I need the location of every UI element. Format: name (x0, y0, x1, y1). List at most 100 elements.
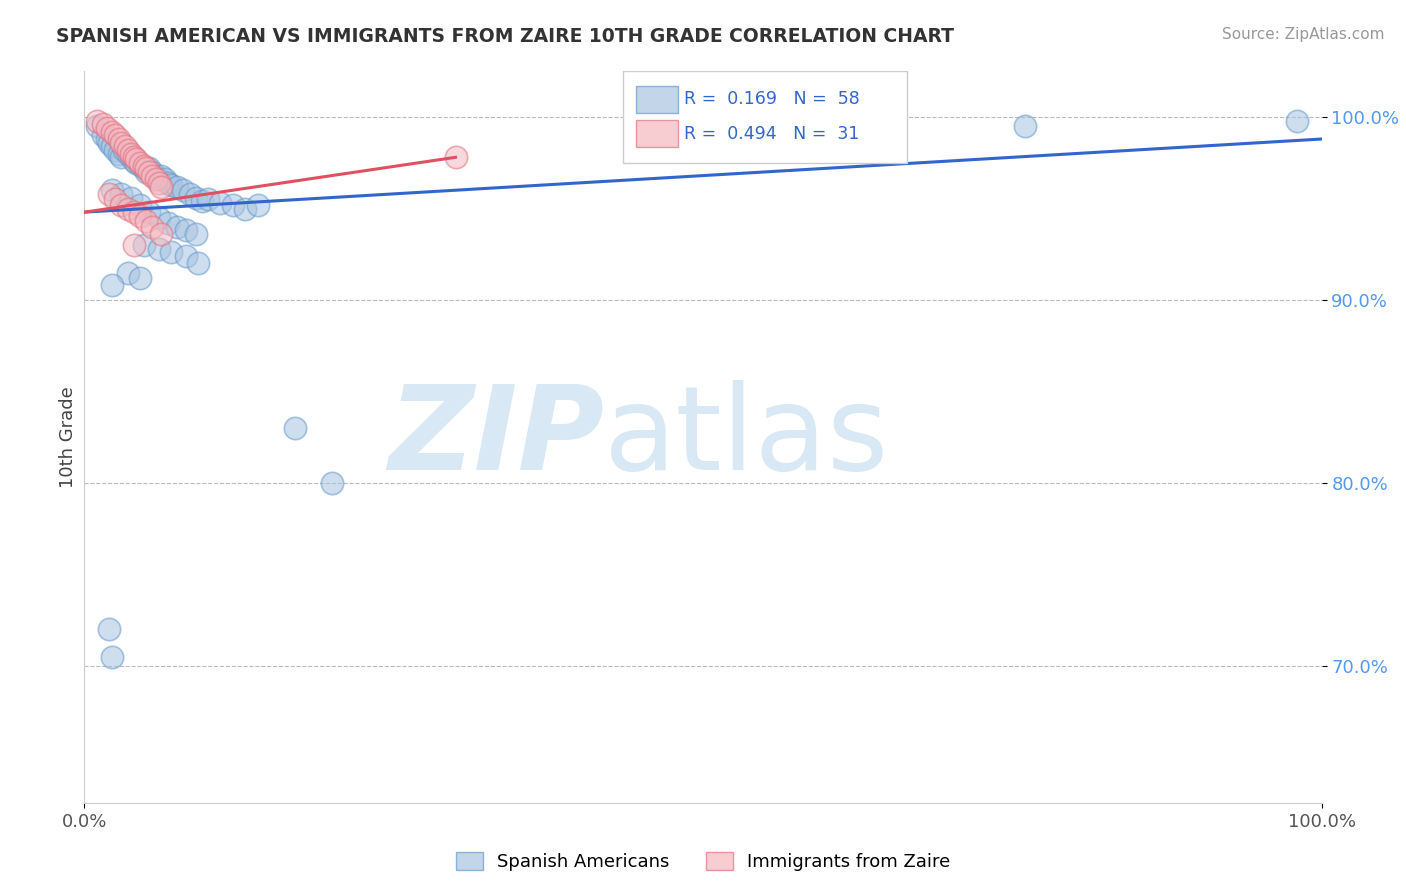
Point (160, 178, 183, 192)
Point (110, 150, 132, 164)
Point (86, 113, 108, 128)
FancyBboxPatch shape (636, 120, 678, 147)
Point (120, 146, 142, 161)
Point (86, 119, 108, 133)
Point (100, 278, 122, 293)
Point (174, 223, 197, 237)
Point (98, 186, 121, 201)
Point (138, 205, 160, 219)
Point (135, 214, 157, 228)
Point (110, 186, 132, 201)
Point (179, 186, 201, 201)
Point (132, 160, 155, 174)
Point (222, 198, 245, 212)
Point (1014, 119, 1036, 133)
Point (122, 150, 145, 164)
Point (187, 256, 209, 270)
Point (100, 125, 122, 139)
Point (138, 161, 160, 176)
Point (132, 238, 155, 252)
Point (98, 622, 121, 636)
Point (191, 194, 214, 209)
Point (114, 139, 136, 153)
Point (145, 172, 167, 186)
Point (129, 155, 152, 169)
FancyBboxPatch shape (623, 71, 907, 162)
Point (153, 172, 176, 186)
Point (1285, 113, 1308, 128)
Point (172, 183, 194, 197)
Point (184, 190, 207, 204)
Point (141, 165, 163, 179)
Point (100, 649, 122, 664)
Point (166, 219, 188, 234)
Y-axis label: 10th Grade: 10th Grade (59, 386, 77, 488)
Point (122, 238, 145, 252)
Text: atlas: atlas (605, 380, 890, 494)
Point (141, 169, 163, 183)
Point (110, 198, 132, 212)
Point (98, 136, 121, 150)
Text: SPANISH AMERICAN VS IMMIGRANTS FROM ZAIRE 10TH GRADE CORRELATION CHART: SPANISH AMERICAN VS IMMIGRANTS FROM ZAIR… (56, 27, 955, 45)
Point (148, 211, 170, 225)
Point (444, 150, 467, 164)
Point (148, 242, 170, 256)
Point (122, 153, 145, 168)
Point (104, 192, 127, 206)
Point (104, 128, 127, 143)
Point (125, 152, 148, 166)
Point (174, 249, 197, 263)
Point (120, 150, 142, 164)
Point (100, 139, 122, 153)
Point (91, 128, 114, 143)
Point (91, 117, 114, 131)
Point (148, 176, 170, 190)
Point (120, 190, 142, 204)
Point (125, 155, 148, 169)
Point (117, 202, 139, 216)
Text: ZIP: ZIP (388, 380, 605, 494)
Point (110, 136, 132, 150)
Point (209, 196, 232, 211)
Point (246, 198, 269, 212)
Text: R =  0.169   N =  58: R = 0.169 N = 58 (685, 90, 860, 108)
Point (145, 169, 167, 183)
Text: Source: ZipAtlas.com: Source: ZipAtlas.com (1222, 27, 1385, 42)
Point (108, 146, 131, 161)
Legend: Spanish Americans, Immigrants from Zaire: Spanish Americans, Immigrants from Zaire (449, 845, 957, 879)
Text: R =  0.494   N =  31: R = 0.494 N = 31 (685, 125, 860, 143)
Point (150, 227, 173, 241)
FancyBboxPatch shape (636, 86, 678, 113)
Point (112, 143, 135, 157)
Point (117, 146, 139, 161)
Point (104, 143, 127, 157)
Point (129, 271, 152, 285)
Point (96, 132, 118, 146)
Point (129, 209, 152, 223)
Point (321, 475, 343, 490)
Point (135, 161, 157, 176)
Point (184, 227, 207, 241)
Point (132, 161, 155, 176)
Point (108, 132, 131, 146)
Point (197, 192, 219, 206)
Point (96, 121, 118, 136)
Point (138, 165, 160, 179)
Point (157, 176, 180, 190)
Point (150, 179, 173, 194)
Point (160, 245, 183, 260)
Point (122, 205, 145, 219)
Point (100, 183, 122, 197)
Point (166, 179, 188, 194)
Point (150, 169, 173, 183)
Point (117, 143, 139, 157)
Point (233, 202, 256, 216)
Point (129, 198, 152, 212)
Point (135, 165, 157, 179)
Point (148, 172, 170, 186)
Point (117, 265, 139, 279)
Point (284, 421, 307, 435)
Point (141, 219, 163, 234)
Point (157, 216, 180, 230)
Point (129, 158, 152, 172)
